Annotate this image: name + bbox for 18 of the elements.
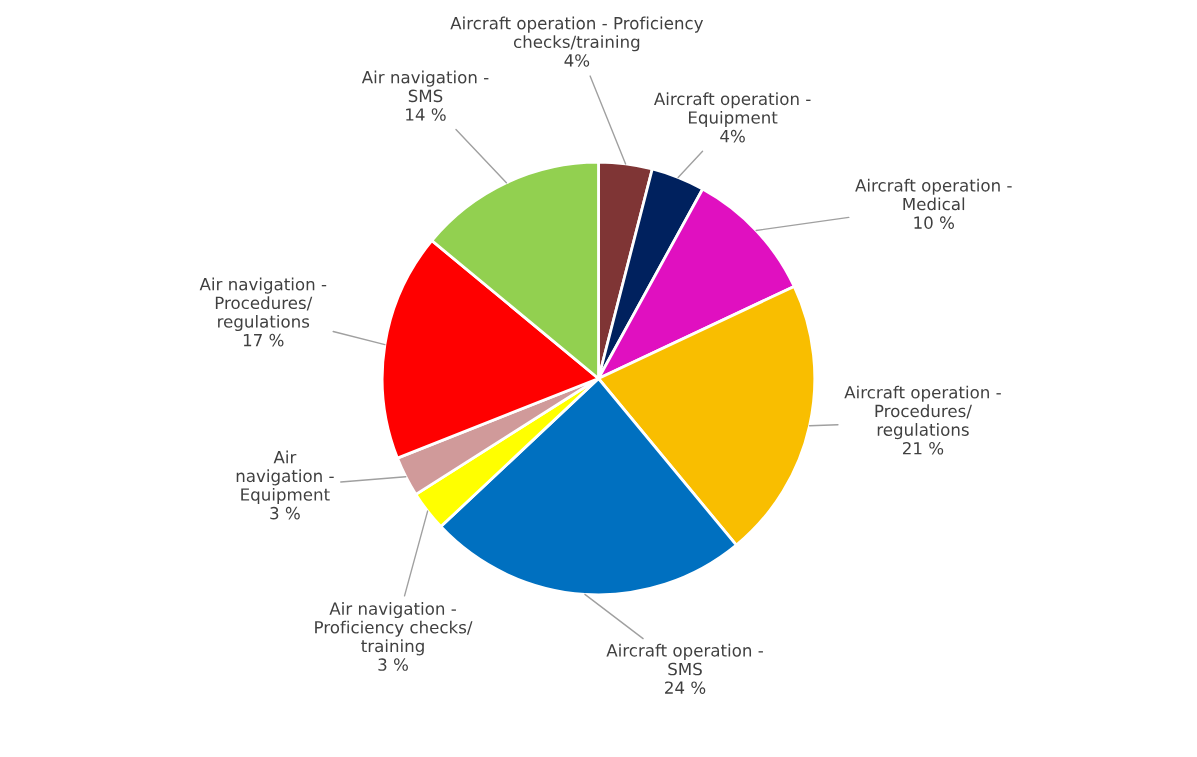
data-label: 14 % <box>406 108 446 121</box>
slice-label: Air navigation - Proficiency checks/ training <box>315 601 473 656</box>
slice-label: Aircraft operation - Proficiency checks/training <box>450 16 704 52</box>
data-label: 3 % <box>270 506 300 520</box>
slice-label: Air navigation - Procedures/ regulations <box>199 277 327 332</box>
slice-label: Aircraft operation - Procedures/ regulations <box>844 385 1001 440</box>
slice-label: Aircraft operation - Medical <box>855 178 1012 211</box>
slice-label: Aircraft operation - Equipment <box>653 92 811 128</box>
slice-label: Air navigation - Equipment <box>236 450 334 505</box>
data-label: 4% <box>720 129 745 143</box>
slice-label: Aircraft operation - SMS <box>606 643 763 676</box>
data-label: 17 % <box>243 333 284 347</box>
data-label: 24 % <box>665 681 706 694</box>
slice-label: Air navigation - SMS <box>361 70 489 103</box>
data-label: 21 % <box>902 441 944 455</box>
data-label: 4% <box>564 54 590 67</box>
data-label: 10 % <box>914 216 954 229</box>
data-label: 3 % <box>378 658 408 671</box>
